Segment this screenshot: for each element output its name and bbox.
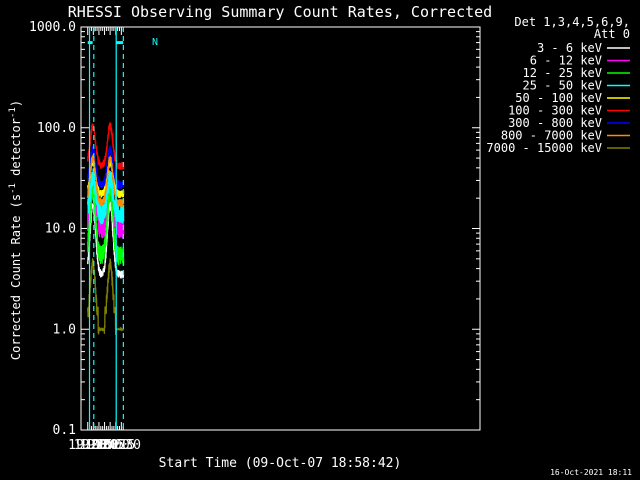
- x-tick-label: 19:15: [74, 438, 113, 453]
- legend-label: 6 - 12 keV: [530, 54, 602, 68]
- x-axis-label: Start Time (09-Oct-07 18:58:42): [159, 456, 402, 471]
- legend-header-1: Det 1,3,4,5,6,9,: [514, 15, 630, 29]
- legend-label: 7000 - 15000 keV: [486, 141, 602, 155]
- legend-label: 800 - 7000 keV: [501, 129, 602, 143]
- y-axis-label: Corrected Count Rate (s-1 detector-1): [8, 100, 23, 360]
- legend-label: 12 - 25 keV: [523, 66, 602, 80]
- x-tick-label: 20:30: [102, 438, 141, 453]
- y-tick-label: 1000.0: [29, 20, 76, 35]
- x-tick-label: 19:00: [68, 438, 107, 453]
- series-line-7: [87, 145, 125, 191]
- legend-label: 50 - 100 keV: [515, 91, 602, 105]
- legend-label: 100 - 300 keV: [508, 104, 602, 118]
- x-tick-label: 20:15: [96, 438, 135, 453]
- legend-header-2: Att 0: [594, 27, 630, 41]
- series-line-8: [87, 154, 125, 207]
- y-tick-label: 100.0: [37, 121, 76, 136]
- data-series: [87, 122, 125, 335]
- y-tick-label: 0.1: [53, 423, 76, 438]
- timestamp: 16-Oct-2021 18:11: [550, 468, 632, 477]
- plot-frame: [80, 26, 481, 431]
- series-line-3: [87, 181, 125, 266]
- chart-title: RHESSI Observing Summary Count Rates, Co…: [68, 3, 492, 21]
- x-tick-label: 19:45: [85, 438, 124, 453]
- night-markers: [87, 27, 124, 430]
- flag-label: N: [152, 37, 158, 48]
- legend-label: 3 - 6 keV: [537, 41, 602, 55]
- legend-label: 25 - 50 keV: [523, 79, 602, 93]
- y-tick-label: 1.0: [53, 322, 76, 337]
- series-line-9: [87, 258, 125, 335]
- y-axis: 0.1 1.0 10.0 100.0 1000.0: [29, 20, 480, 438]
- x-tick-label: 20:00: [91, 438, 130, 453]
- y-tick-label: 10.0: [45, 222, 76, 237]
- x-tick-label: 19:30: [79, 438, 118, 453]
- legend-label: 300 - 800 keV: [508, 116, 602, 130]
